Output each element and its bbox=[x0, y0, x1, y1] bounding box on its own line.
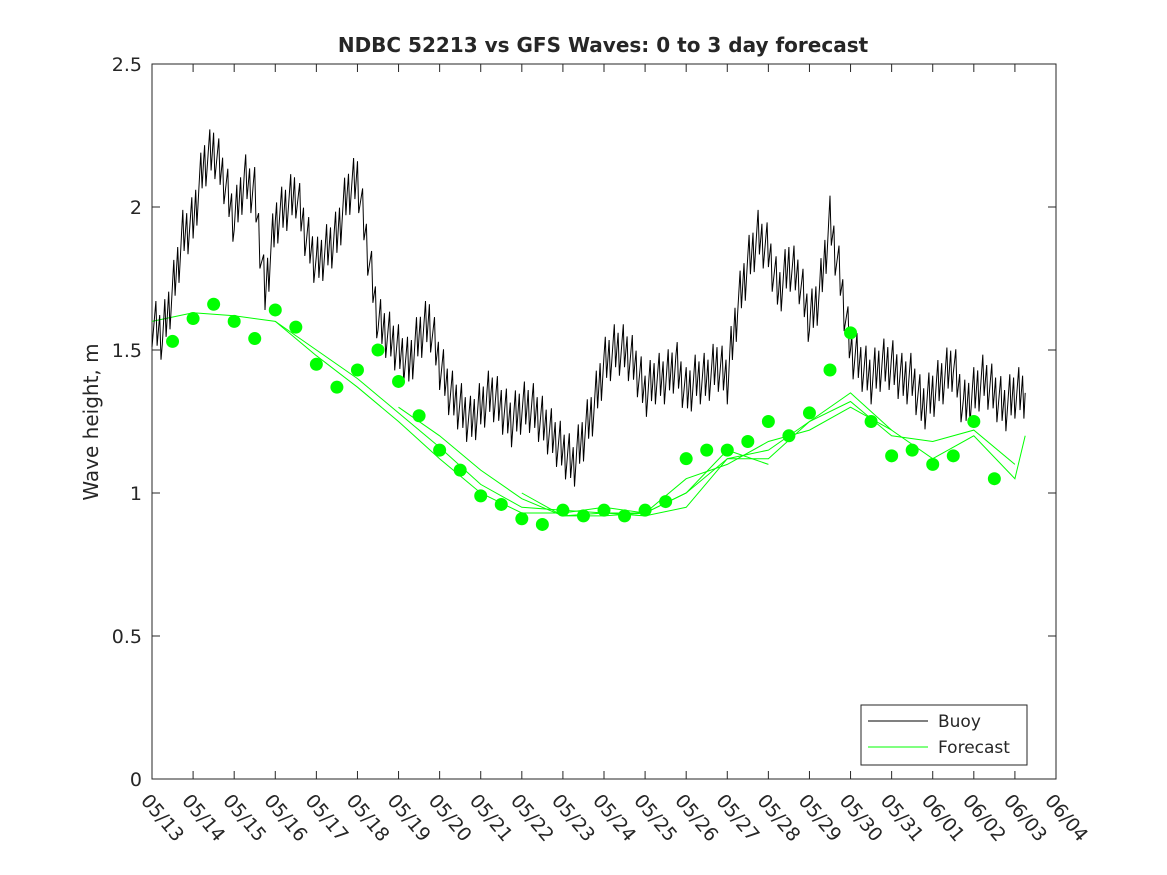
plot-area bbox=[151, 63, 1057, 780]
x-tick-label: 05/24 bbox=[588, 790, 640, 846]
forecast-dot bbox=[289, 320, 303, 334]
x-tick-label: 05/17 bbox=[301, 790, 353, 846]
y-tick-label: 1.5 bbox=[112, 340, 142, 362]
forecast-dot bbox=[392, 374, 406, 388]
x-tick-label: 05/14 bbox=[177, 790, 229, 846]
forecast-dots bbox=[166, 297, 1001, 531]
x-tick-label: 05/30 bbox=[835, 790, 887, 846]
forecast-dot bbox=[802, 406, 816, 420]
y-tick-label: 2 bbox=[130, 197, 142, 219]
forecast-dot bbox=[905, 443, 919, 457]
forecast-dot bbox=[412, 409, 426, 423]
forecast-dot bbox=[679, 452, 693, 466]
forecast-dot bbox=[987, 472, 1001, 486]
forecast-dot bbox=[494, 497, 508, 511]
x-tick-label: 05/28 bbox=[753, 790, 805, 846]
x-tick-label: 05/20 bbox=[424, 790, 476, 846]
legend: Buoy Forecast bbox=[860, 704, 1028, 766]
forecast-dot bbox=[556, 503, 570, 517]
buoy-series-line bbox=[151, 129, 1026, 487]
legend-box bbox=[860, 704, 1028, 766]
x-tick-label: 05/15 bbox=[218, 790, 270, 846]
forecast-dot bbox=[474, 489, 488, 503]
x-tick-label: 05/29 bbox=[794, 790, 846, 846]
forecast-dot bbox=[761, 415, 775, 428]
x-tick-label: 05/23 bbox=[547, 790, 599, 846]
forecast-dot bbox=[535, 517, 549, 531]
x-tick-label: 05/31 bbox=[876, 790, 928, 846]
forecast-dot bbox=[618, 509, 632, 523]
x-tick-label: 05/13 bbox=[136, 790, 188, 846]
forecast-dot bbox=[371, 343, 385, 357]
forecast-dot bbox=[741, 435, 755, 449]
forecast-dot bbox=[576, 509, 590, 523]
x-tick-label: 06/01 bbox=[917, 790, 969, 846]
forecast-dot bbox=[885, 449, 899, 463]
forecast-dot bbox=[967, 415, 981, 428]
forecast-dot bbox=[659, 495, 673, 509]
forecast-run-line bbox=[398, 400, 1016, 517]
forecast-dot bbox=[823, 363, 837, 377]
x-tick-label: 05/26 bbox=[670, 790, 722, 846]
y-axis-label: Wave height, m bbox=[79, 343, 103, 500]
forecast-dot bbox=[638, 503, 652, 517]
x-tick-label: 06/04 bbox=[1040, 790, 1092, 846]
forecast-dot bbox=[433, 443, 447, 457]
forecast-dot bbox=[268, 303, 282, 317]
forecast-dot bbox=[248, 332, 262, 346]
chart-title: NDBC 52213 vs GFS Waves: 0 to 3 day fore… bbox=[338, 33, 869, 57]
forecast-dot bbox=[207, 297, 221, 311]
forecast-dot bbox=[720, 443, 734, 457]
y-tick-label: 0 bbox=[130, 769, 142, 791]
legend-forecast-label: Forecast bbox=[938, 738, 1010, 758]
forecast-dot bbox=[227, 314, 241, 328]
forecast-dot bbox=[350, 363, 364, 377]
forecast-dot bbox=[782, 429, 796, 443]
buoy-line bbox=[151, 129, 1026, 487]
x-tick-label: 05/16 bbox=[259, 790, 311, 846]
forecast-dot bbox=[597, 503, 611, 517]
x-tick-label: 06/02 bbox=[958, 790, 1010, 846]
y-tick-label: 1 bbox=[130, 483, 142, 505]
x-tick-label: 05/21 bbox=[465, 790, 517, 846]
x-tick-label: 05/19 bbox=[383, 790, 435, 846]
forecast-dot bbox=[309, 357, 323, 371]
forecast-dot bbox=[186, 312, 200, 326]
x-tick-label: 05/22 bbox=[506, 790, 558, 846]
forecast-dot bbox=[700, 443, 714, 457]
forecast-dot bbox=[166, 334, 180, 348]
x-tick-label: 05/18 bbox=[342, 790, 394, 846]
y-tick-label: 2.5 bbox=[112, 54, 142, 76]
forecast-dot bbox=[515, 512, 529, 526]
forecast-dot bbox=[330, 380, 344, 394]
forecast-dot bbox=[926, 457, 940, 471]
y-tick-label: 0.5 bbox=[112, 626, 142, 648]
x-tick-label: 06/03 bbox=[999, 790, 1051, 846]
forecast-dot bbox=[864, 415, 878, 428]
x-tick-label: 05/27 bbox=[711, 790, 763, 846]
forecast-dot bbox=[946, 449, 960, 463]
forecast-dot bbox=[844, 326, 858, 340]
legend-buoy-label: Buoy bbox=[938, 712, 981, 732]
x-tick-label: 05/25 bbox=[629, 790, 681, 846]
forecast-dot bbox=[453, 463, 467, 477]
